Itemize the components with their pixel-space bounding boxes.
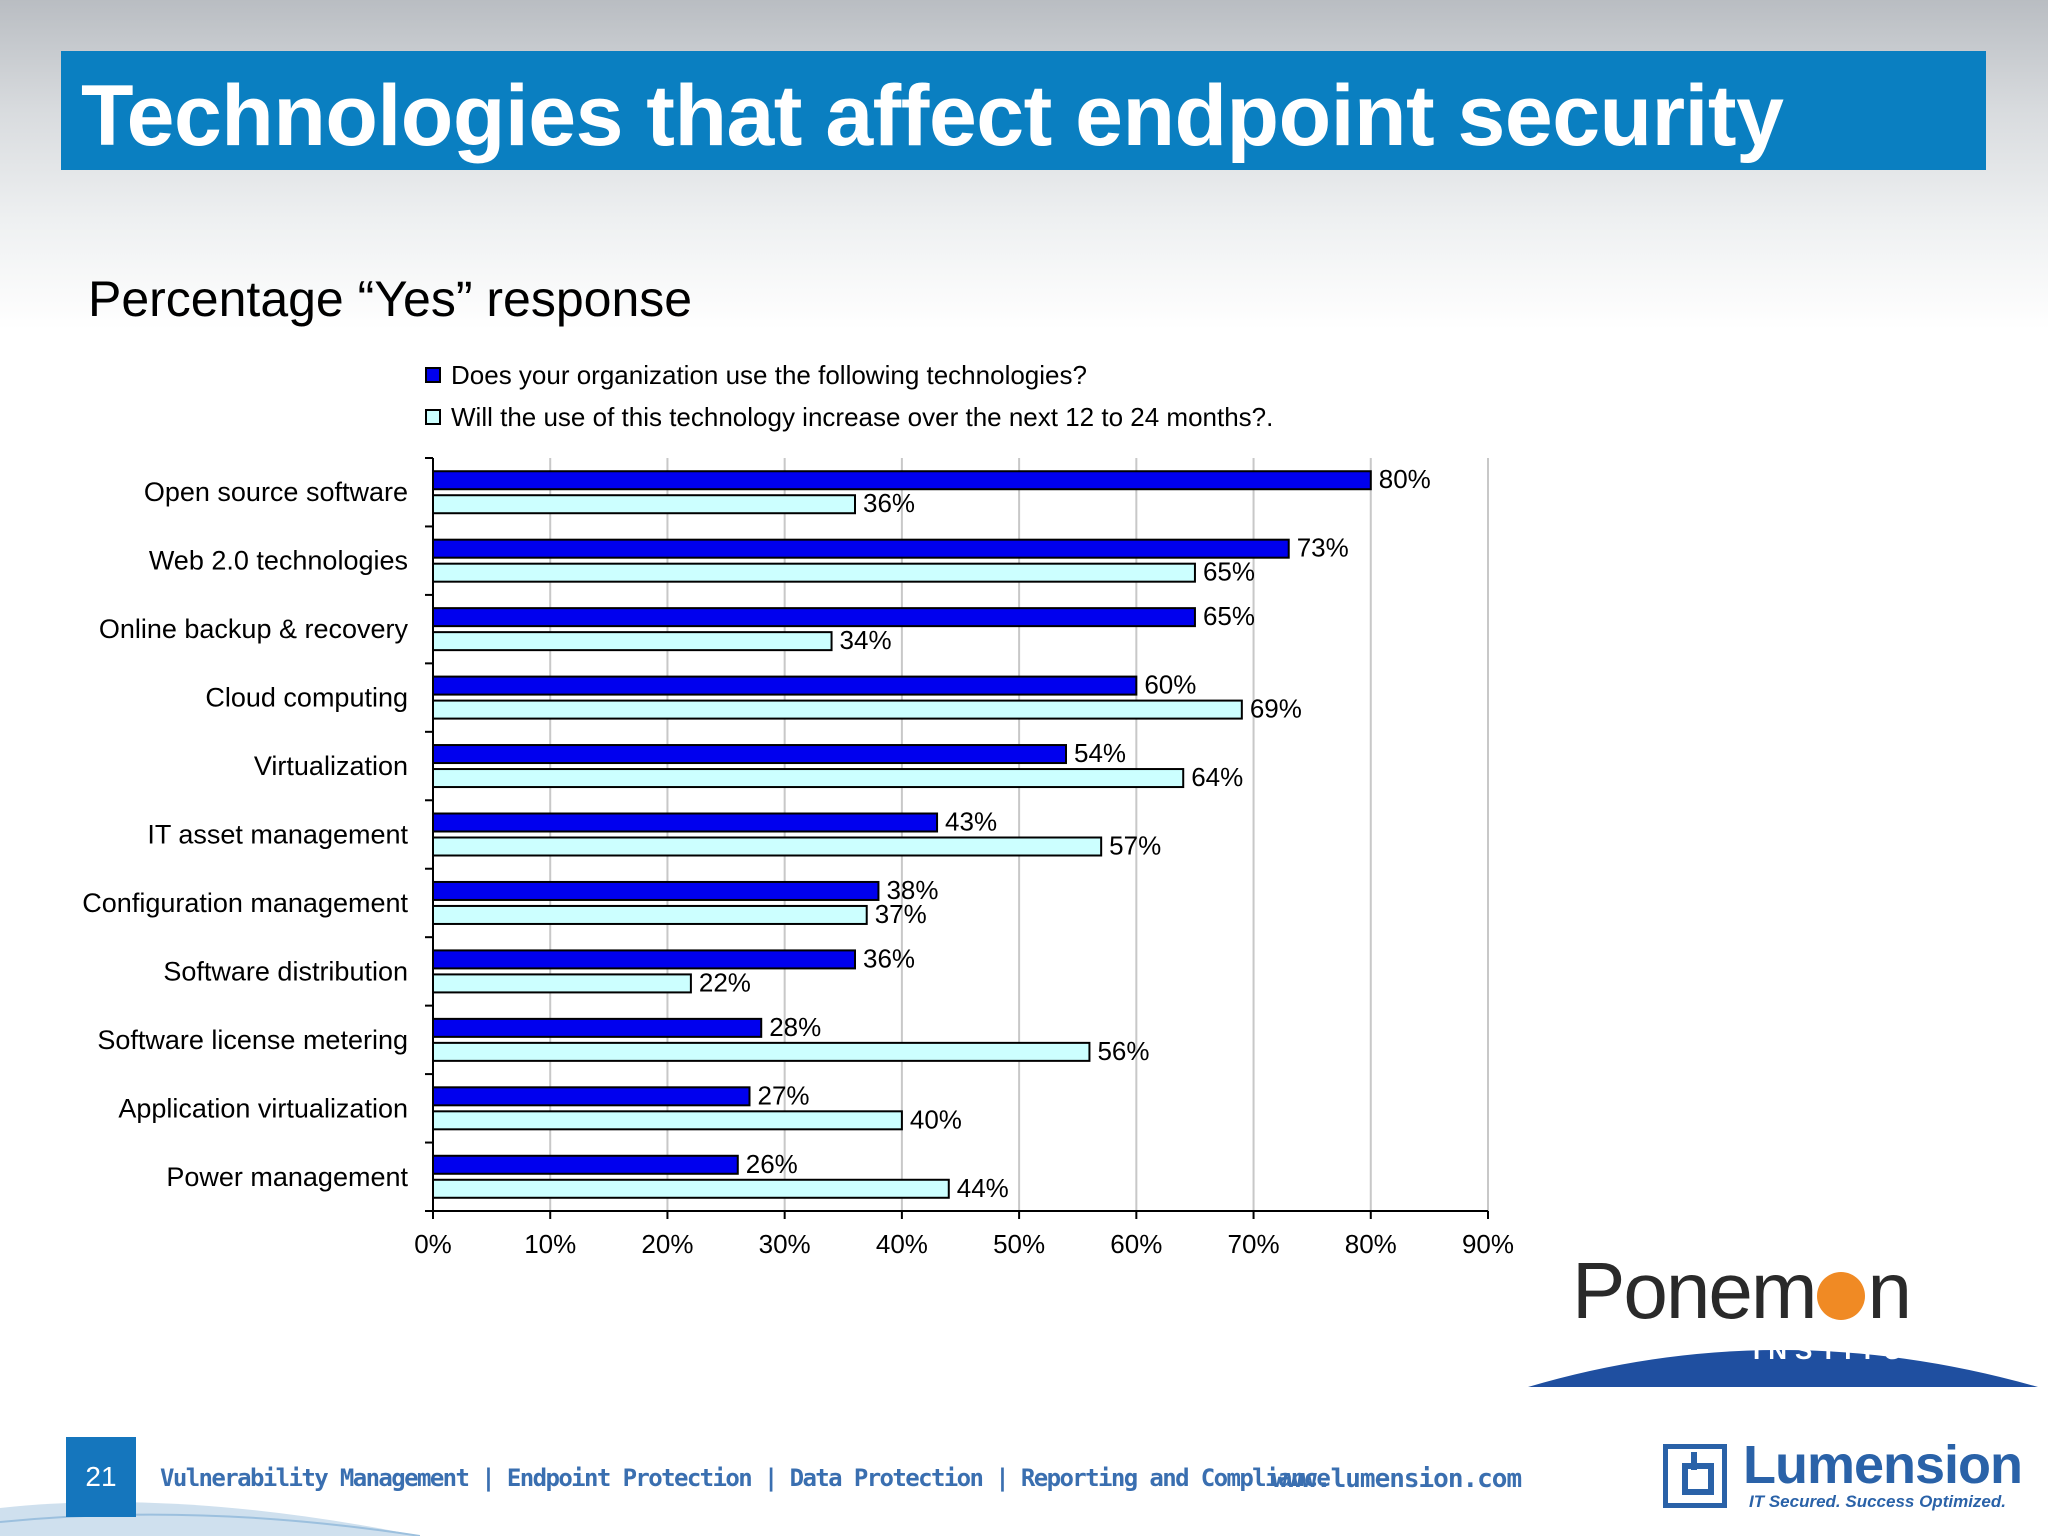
- y-category-label: Software license metering: [97, 1025, 408, 1055]
- bar-series-1: [432, 1086, 751, 1107]
- data-label: 40%: [910, 1104, 962, 1134]
- bar-series-2: [432, 768, 1185, 789]
- data-label: 28%: [769, 1012, 821, 1042]
- bar-series-2: [432, 1178, 950, 1199]
- x-tick-label: 20%: [641, 1229, 693, 1259]
- data-label: 54%: [1074, 738, 1126, 768]
- lumension-tagline: IT Secured. Success Optimized.: [1749, 1492, 2006, 1511]
- bar-series-2: [432, 836, 1103, 857]
- bar-series-1: [432, 744, 1067, 765]
- legend-label-series-2: Will the use of this technology increase…: [451, 401, 1274, 432]
- data-label: 37%: [875, 899, 927, 929]
- data-label: 80%: [1379, 464, 1431, 494]
- data-label: 26%: [746, 1149, 798, 1179]
- footer-url[interactable]: www.lumension.com: [1272, 1464, 1522, 1494]
- slide-title: Technologies that affect endpoint securi…: [81, 68, 1784, 164]
- bar-series-2: [432, 973, 692, 994]
- bar-series-1: [432, 538, 1290, 559]
- bar-series-2: [432, 562, 1196, 583]
- bar-series-1: [432, 470, 1372, 491]
- y-category-label: Online backup & recovery: [99, 614, 409, 644]
- lumension-wordmark: Lumension: [1743, 1435, 2023, 1495]
- bar-series-2: [432, 494, 856, 515]
- x-tick-label: 90%: [1462, 1229, 1514, 1259]
- bar-series-1: [432, 812, 939, 833]
- legend-swatch-series-2: [425, 409, 441, 425]
- bar-series-1: [432, 675, 1138, 696]
- data-label: 73%: [1297, 533, 1349, 563]
- bar-series-1: [432, 1154, 739, 1175]
- data-label: 64%: [1191, 762, 1243, 792]
- bar-series-2: [432, 904, 868, 925]
- bar-series-2: [432, 631, 833, 652]
- x-tick-label: 60%: [1110, 1229, 1162, 1259]
- lumension-icon: [1663, 1444, 1727, 1508]
- y-category-label: Virtualization: [254, 751, 408, 781]
- chart-legend: Does your organization use the following…: [425, 354, 1273, 438]
- footer-swoosh: [0, 1502, 420, 1536]
- data-label: 34%: [840, 625, 892, 655]
- x-tick-label: 30%: [759, 1229, 811, 1259]
- data-label: 27%: [758, 1080, 810, 1110]
- y-category-label: Application virtualization: [118, 1093, 408, 1123]
- legend-label-series-1: Does your organization use the following…: [451, 359, 1087, 390]
- x-tick-label: 10%: [524, 1229, 576, 1259]
- data-label: 36%: [863, 488, 915, 518]
- bar-series-2: [432, 1110, 903, 1131]
- data-label: 65%: [1203, 601, 1255, 631]
- data-label: 56%: [1097, 1036, 1149, 1066]
- x-tick-label: 50%: [993, 1229, 1045, 1259]
- data-label: 43%: [945, 807, 997, 837]
- legend-item-series-2: Will the use of this technology increase…: [425, 396, 1273, 438]
- footer-links: Vulnerability Management | Endpoint Prot…: [160, 1464, 1331, 1492]
- ponemon-o-dot: [1817, 1272, 1866, 1320]
- legend-item-series-1: Does your organization use the following…: [425, 354, 1273, 396]
- data-label: 44%: [957, 1173, 1009, 1203]
- ponemon-name-left: Ponem: [1572, 1246, 1817, 1335]
- y-category-label: IT asset management: [147, 820, 408, 850]
- y-category-label: Software distribution: [163, 956, 408, 986]
- y-category-label: Open source software: [144, 477, 408, 507]
- x-tick-label: 40%: [876, 1229, 928, 1259]
- ponemon-institute-label: INSTITUTE: [1753, 1335, 1960, 1365]
- ponemon-name-right: n: [1867, 1246, 1911, 1335]
- legend-swatch-series-1: [425, 367, 441, 383]
- lumension-logo: Lumension IT Secured. Success Optimized.: [1663, 1435, 2023, 1530]
- x-tick-label: 70%: [1228, 1229, 1280, 1259]
- ponemon-logo: Ponem n INSTITUTE: [1528, 1245, 2038, 1387]
- y-category-label: Configuration management: [82, 888, 408, 918]
- bar-series-1: [432, 949, 856, 970]
- data-label: 57%: [1109, 831, 1161, 861]
- ponemon-swoosh: [1528, 1350, 2038, 1387]
- page-number: 21: [66, 1437, 136, 1517]
- data-label: 69%: [1250, 694, 1302, 724]
- ponemon-wordmark: Ponem n: [1572, 1245, 1912, 1337]
- x-tick-label: 80%: [1345, 1229, 1397, 1259]
- data-label: 65%: [1203, 557, 1255, 587]
- y-category-label: Web 2.0 technologies: [149, 546, 408, 576]
- bar-series-1: [432, 880, 880, 901]
- data-label: 36%: [863, 943, 915, 973]
- data-label: 22%: [699, 967, 751, 997]
- data-label: 60%: [1144, 670, 1196, 700]
- bar-series-2: [432, 699, 1243, 720]
- title-bar: Technologies that affect endpoint securi…: [61, 51, 1986, 170]
- bar-series-1: [432, 1017, 763, 1038]
- data-label: 38%: [886, 875, 938, 905]
- y-category-label: Power management: [166, 1162, 408, 1192]
- y-category-label: Cloud computing: [205, 683, 408, 713]
- bar-chart: 0% 10% 20% 30% 40% 50% 60% 70% 80% 90% Open source…: [82, 457, 1514, 1259]
- chart-subtitle: Percentage “Yes” response: [88, 271, 693, 327]
- x-tick-label: 0%: [414, 1229, 452, 1259]
- bar-series-1: [432, 607, 1196, 628]
- bar-series-2: [432, 1041, 1091, 1062]
